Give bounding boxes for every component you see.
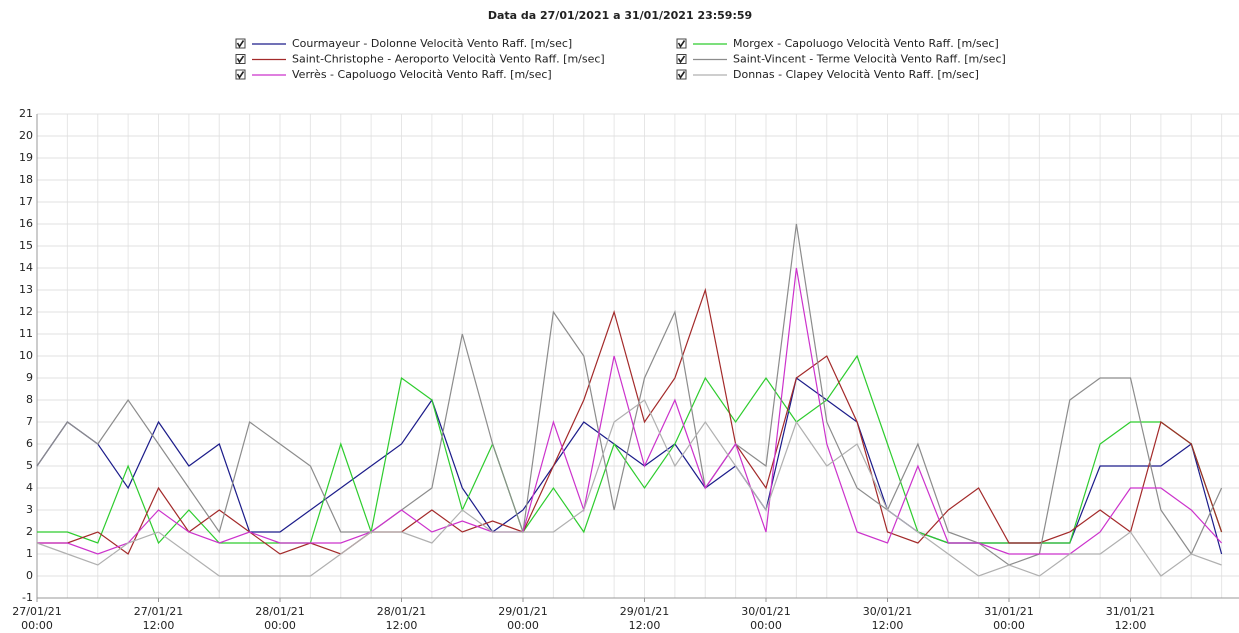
checkmark xyxy=(236,71,245,80)
y-tick-label: 14 xyxy=(19,261,33,274)
y-tick-label: 5 xyxy=(26,459,33,472)
checkmark xyxy=(677,55,686,64)
checkmark xyxy=(677,40,686,49)
y-tick-label: 7 xyxy=(26,415,33,428)
x-tick-label: 27/01/21 00:00 xyxy=(12,605,61,632)
y-tick-label: 2 xyxy=(26,525,33,538)
x-tick-label: 28/01/21 12:00 xyxy=(377,605,426,632)
y-tick-label: 17 xyxy=(19,195,33,208)
y-tick-label: 13 xyxy=(19,283,33,296)
y-tick-label: 4 xyxy=(26,481,33,494)
y-tick-label: 3 xyxy=(26,503,33,516)
x-tick-label: 31/01/21 00:00 xyxy=(984,605,1033,632)
x-tick-label: 29/01/21 00:00 xyxy=(498,605,547,632)
series-line xyxy=(36,399,1222,577)
legend-item: Saint-Christophe - Aeroporto Velocità Ve… xyxy=(235,53,605,66)
legend-label: Morgex - Capoluogo Velocità Vento Raff. … xyxy=(733,37,999,50)
x-tick-label: 30/01/21 00:00 xyxy=(741,605,790,632)
y-tick-label: 8 xyxy=(26,393,33,406)
y-tick-label: 0 xyxy=(26,569,33,582)
legend-item: Donnas - Clapey Velocità Vento Raff. [m/… xyxy=(676,68,979,81)
y-tick-label: 20 xyxy=(19,129,33,142)
y-tick-label: -1 xyxy=(22,591,33,604)
y-tick-label: 12 xyxy=(19,305,33,318)
legend-checkbox[interactable] xyxy=(235,54,246,64)
legend-checkbox[interactable] xyxy=(676,54,687,64)
x-tick-label: 30/01/21 12:00 xyxy=(863,605,912,632)
legend-label: Verrès - Capoluogo Velocità Vento Raff. … xyxy=(292,68,552,81)
x-tick-label: 27/01/21 12:00 xyxy=(134,605,183,632)
legend-item: Saint-Vincent - Terme Velocità Vento Raf… xyxy=(676,53,1006,66)
legend-item: Courmayeur - Dolonne Velocità Vento Raff… xyxy=(235,37,572,50)
x-tick-label: 29/01/21 12:00 xyxy=(620,605,669,632)
chart-title: Data da 27/01/2021 a 31/01/2021 23:59:59 xyxy=(488,9,752,22)
y-tick-label: 10 xyxy=(19,349,33,362)
series-line xyxy=(36,223,1223,566)
series-line xyxy=(37,287,1223,555)
checkmark xyxy=(236,55,245,64)
legend-item: Morgex - Capoluogo Velocità Vento Raff. … xyxy=(676,37,999,50)
legend-label: Courmayeur - Dolonne Velocità Vento Raff… xyxy=(292,37,572,50)
checkmark xyxy=(677,71,686,80)
y-tick-label: 1 xyxy=(26,547,33,560)
x-tick-label: 28/01/21 00:00 xyxy=(255,605,304,632)
legend-checkbox[interactable] xyxy=(235,38,246,49)
legend-label: Saint-Christophe - Aeroporto Velocità Ve… xyxy=(292,53,605,66)
y-tick-label: 19 xyxy=(19,151,33,164)
x-tick-label: 31/01/21 12:00 xyxy=(1106,605,1155,632)
y-tick-label: 11 xyxy=(19,327,33,340)
legend-checkbox[interactable] xyxy=(676,38,687,49)
legend-label: Saint-Vincent - Terme Velocità Vento Raf… xyxy=(733,53,1006,66)
legend-item: Verrès - Capoluogo Velocità Vento Raff. … xyxy=(235,68,552,81)
legend-label: Donnas - Clapey Velocità Vento Raff. [m/… xyxy=(733,68,979,81)
legend-checkbox[interactable] xyxy=(676,69,687,80)
y-tick-label: 16 xyxy=(19,217,33,230)
y-tick-label: 6 xyxy=(26,437,33,450)
legend-checkbox[interactable] xyxy=(235,69,246,80)
y-tick-label: 9 xyxy=(26,371,33,384)
y-tick-label: 15 xyxy=(19,239,33,252)
y-tick-label: 21 xyxy=(19,107,33,120)
checkmark xyxy=(236,40,245,49)
y-tick-label: 18 xyxy=(19,173,33,186)
